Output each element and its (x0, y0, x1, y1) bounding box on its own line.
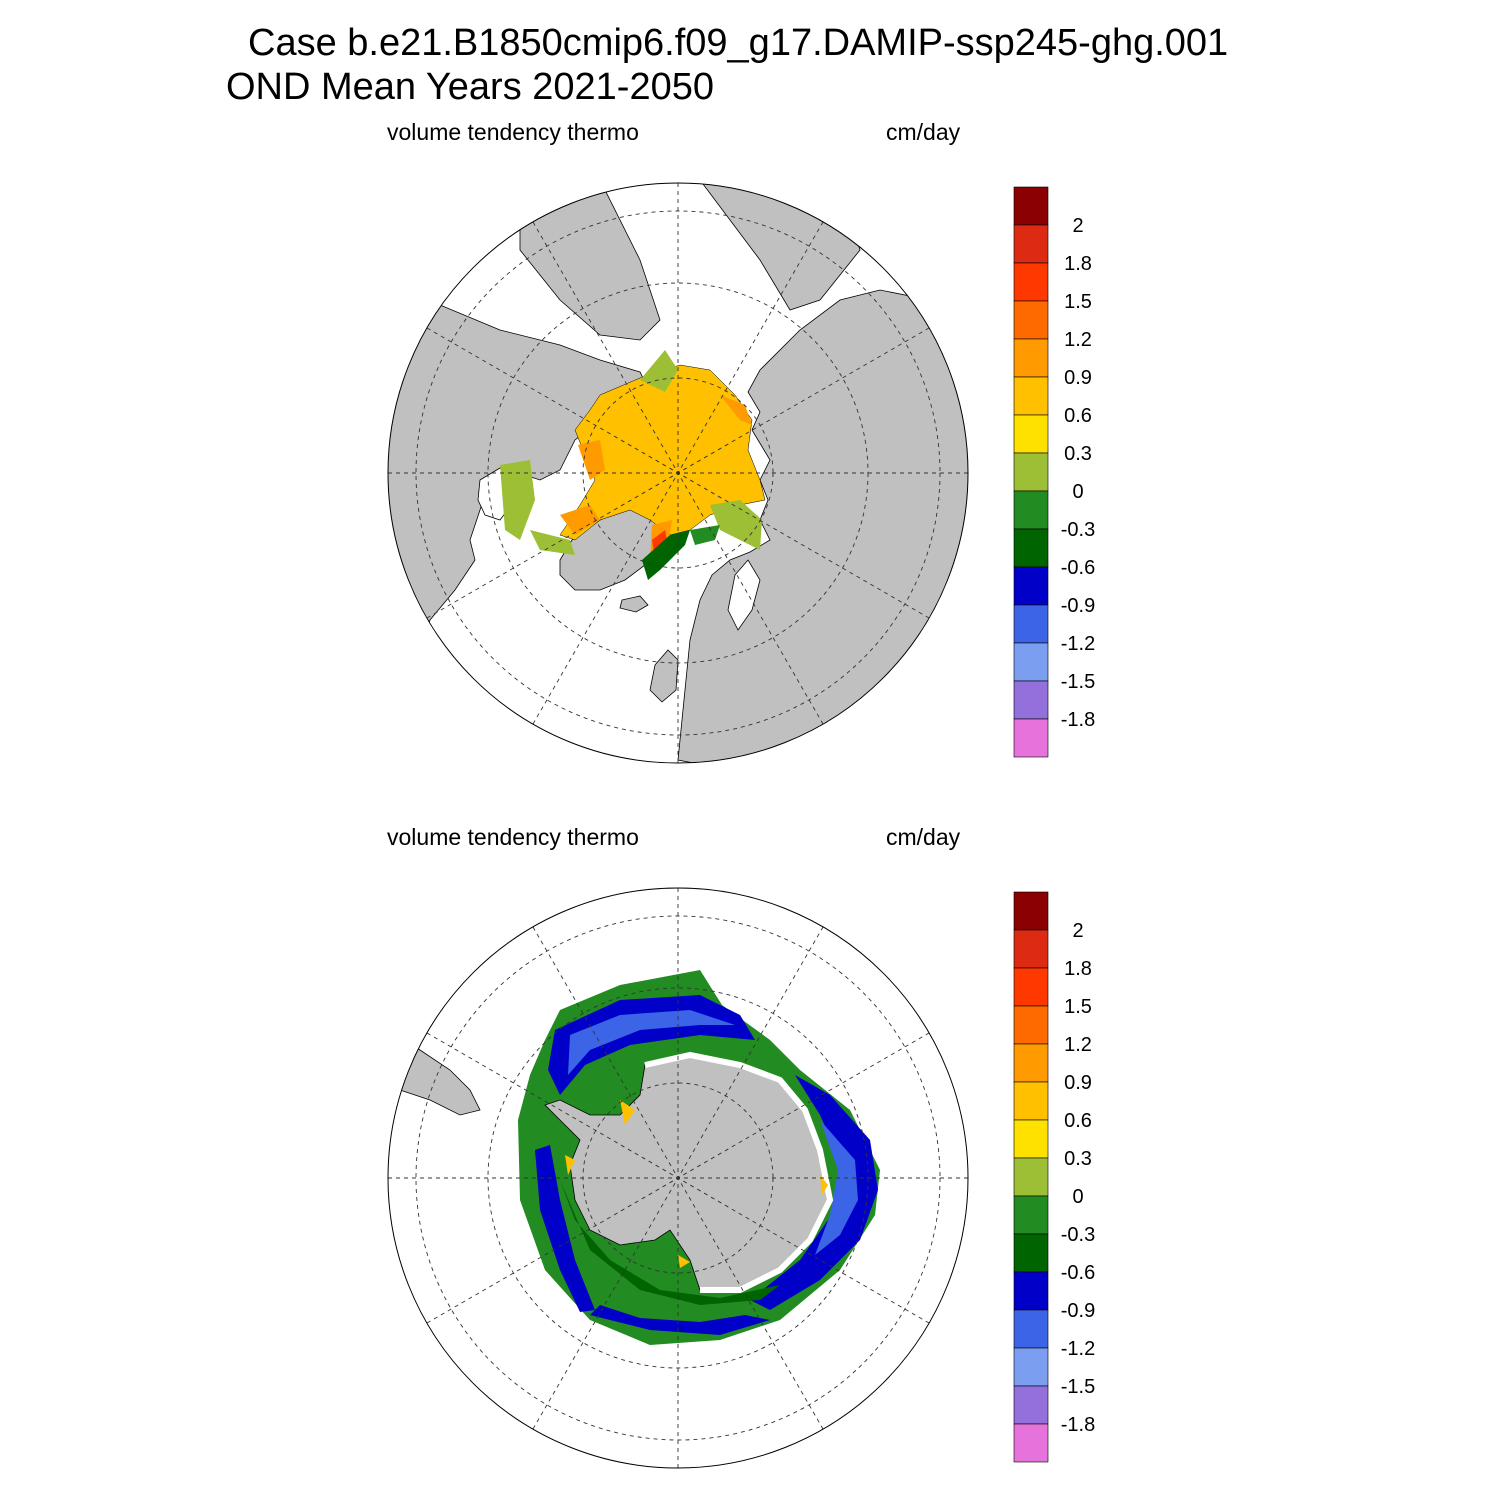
north-baltic-sea (727, 559, 761, 631)
north-colorbar-swatch (1013, 604, 1049, 644)
south-colorbar-tick-label: 1.2 (1064, 1034, 1092, 1056)
north-colorbar-swatch (1013, 300, 1049, 340)
south-colorbar-tick-label: -1.5 (1061, 1376, 1095, 1398)
north-colorbar-swatch (1013, 718, 1049, 758)
south-colorbar-tick-label: 0.9 (1064, 1072, 1092, 1094)
south-land-antarctica (544, 1054, 831, 1291)
north-colorbar-swatch (1013, 680, 1049, 720)
south-ice-band-blue-lower (590, 1305, 770, 1335)
north-map-border (387, 182, 969, 764)
south-colorbar-tick-label: -0.9 (1061, 1300, 1095, 1322)
south-colorbar-tick-label: -0.6 (1061, 1262, 1095, 1284)
south-colorbar-swatch (1013, 967, 1049, 1007)
north-colorbar-swatch (1013, 186, 1049, 226)
north-colorbar-swatch (1013, 262, 1049, 302)
south-colorbar-tick-label: 1.8 (1064, 958, 1092, 980)
south-ice-band-blue-upper (548, 995, 755, 1095)
south-colorbar-tick-label: 0.3 (1064, 1148, 1092, 1170)
south-colorbar-tick-label: 0 (1072, 1186, 1083, 1208)
north-colorbar-tick-label: -1.5 (1061, 671, 1095, 693)
north-colorbar-tick-label: 1.8 (1064, 253, 1092, 275)
south-colorbar-swatch (1013, 1081, 1049, 1121)
north-panel-units-label: cm/day (886, 119, 961, 145)
north-ice-region-green-4 (530, 530, 575, 555)
south-colorbar-tick-label: 1.5 (1064, 996, 1092, 1018)
north-ice-region-orange-edge (560, 395, 752, 560)
north-colorbar-tick-label: -0.3 (1061, 519, 1095, 541)
south-ice-band-green (518, 970, 880, 1345)
north-ice-region-green-3 (710, 500, 762, 550)
north-colorbar-tick-label: 1.2 (1064, 329, 1092, 351)
south-graticule (388, 888, 968, 1468)
north-colorbar-tick-label: 0.3 (1064, 443, 1092, 465)
south-colorbar-swatch (1013, 1271, 1049, 1311)
north-colorbar-swatch (1013, 528, 1049, 568)
north-colorbar-swatch (1013, 490, 1049, 530)
north-colorbar-swatch (1013, 224, 1049, 264)
south-colorbar-tick-label: -1.2 (1061, 1338, 1095, 1360)
north-colorbar-tick-label: -1.8 (1061, 709, 1095, 731)
south-colorbar-swatch (1013, 1385, 1049, 1425)
south-colorbar-swatch (1013, 1423, 1049, 1463)
north-colorbar: 2 1.8 1.5 1.2 0.9 0.6 0.3 0 -0.3 -0.6 -0.9 -1.2 -1.5… (1013, 186, 1095, 758)
north-ice-region-green-2 (500, 460, 535, 540)
south-colorbar-tick-label: 0.6 (1064, 1110, 1092, 1132)
north-colorbar-swatch (1013, 414, 1049, 454)
north-ice-region-green-edge (690, 525, 720, 545)
south-map-ocean (388, 888, 968, 1468)
north-polar-map: 2 1.8 1.5 1.2 0.9 0.6 0.3 0 -0.3 -0.6 -0.9 -1.2 -1.5… (387, 182, 1095, 764)
south-ice-band-darkgreen (560, 1180, 800, 1305)
south-map-border (387, 887, 969, 1469)
south-colorbar-swatch (1013, 1157, 1049, 1197)
north-colorbar-tick-label: -0.6 (1061, 557, 1095, 579)
south-ice-band-lightblue-right (815, 1120, 858, 1255)
south-colorbar-swatch (1013, 1043, 1049, 1083)
south-colorbar-tick-label: -0.3 (1061, 1224, 1095, 1246)
south-colorbar-swatch (1013, 1195, 1049, 1235)
south-panel-units-label: cm/day (886, 824, 961, 850)
south-colorbar-tick-label: -1.8 (1061, 1414, 1095, 1436)
south-colorbar-swatch (1013, 1119, 1049, 1159)
north-colorbar-swatch (1013, 452, 1049, 492)
north-panel-variable-label: volume tendency thermo (387, 119, 639, 145)
south-ice-band-blue-right (750, 1075, 878, 1310)
south-colorbar-swatch (1013, 1005, 1049, 1045)
south-colorbar-swatch (1013, 929, 1049, 969)
north-colorbar-tick-label: -1.2 (1061, 633, 1095, 655)
north-ice-region-darkgreen (642, 530, 690, 580)
south-colorbar-tick-label: 2 (1072, 920, 1083, 942)
north-colorbar-tick-label: 0.9 (1064, 367, 1092, 389)
north-land-iceland (619, 595, 649, 613)
north-colorbar-swatch (1013, 376, 1049, 416)
north-colorbar-tick-label: 1.5 (1064, 291, 1092, 313)
south-colorbar-swatch (1013, 1233, 1049, 1273)
north-colorbar-tick-label: 0.6 (1064, 405, 1092, 427)
figure-title-line-2: OND Mean Years 2021-2050 (226, 66, 714, 108)
south-colorbar: 2 1.8 1.5 1.2 0.9 0.6 0.3 0 -0.3 -0.6 -0.9 -1.2 -1.5… (1013, 891, 1095, 1463)
south-ice-band-lightblue-upper (568, 1010, 735, 1075)
north-colorbar-swatch (1013, 566, 1049, 606)
north-colorbar-tick-label: 0 (1072, 481, 1083, 503)
south-coastal-fringe (644, 1051, 834, 1293)
north-colorbar-swatch (1013, 642, 1049, 682)
south-colorbar-swatch (1013, 1347, 1049, 1387)
south-land-south-america (388, 1019, 481, 1116)
south-ice-band-blue-left (535, 1145, 595, 1312)
south-colorbar-swatch (1013, 1309, 1049, 1349)
north-colorbar-tick-label: 2 (1072, 215, 1083, 237)
south-colorbar-swatch (1013, 891, 1049, 931)
south-panel-variable-label: volume tendency thermo (387, 824, 639, 850)
figure-title-line-1: Case b.e21.B1850cmip6.f09_g17.DAMIP-ssp2… (248, 22, 1229, 64)
north-graticule (388, 183, 968, 763)
north-ice-region-green-1 (640, 350, 678, 392)
north-colorbar-tick-label: -0.9 (1061, 595, 1095, 617)
south-ice-yellow-patches (565, 1100, 828, 1268)
north-colorbar-swatch (1013, 338, 1049, 378)
